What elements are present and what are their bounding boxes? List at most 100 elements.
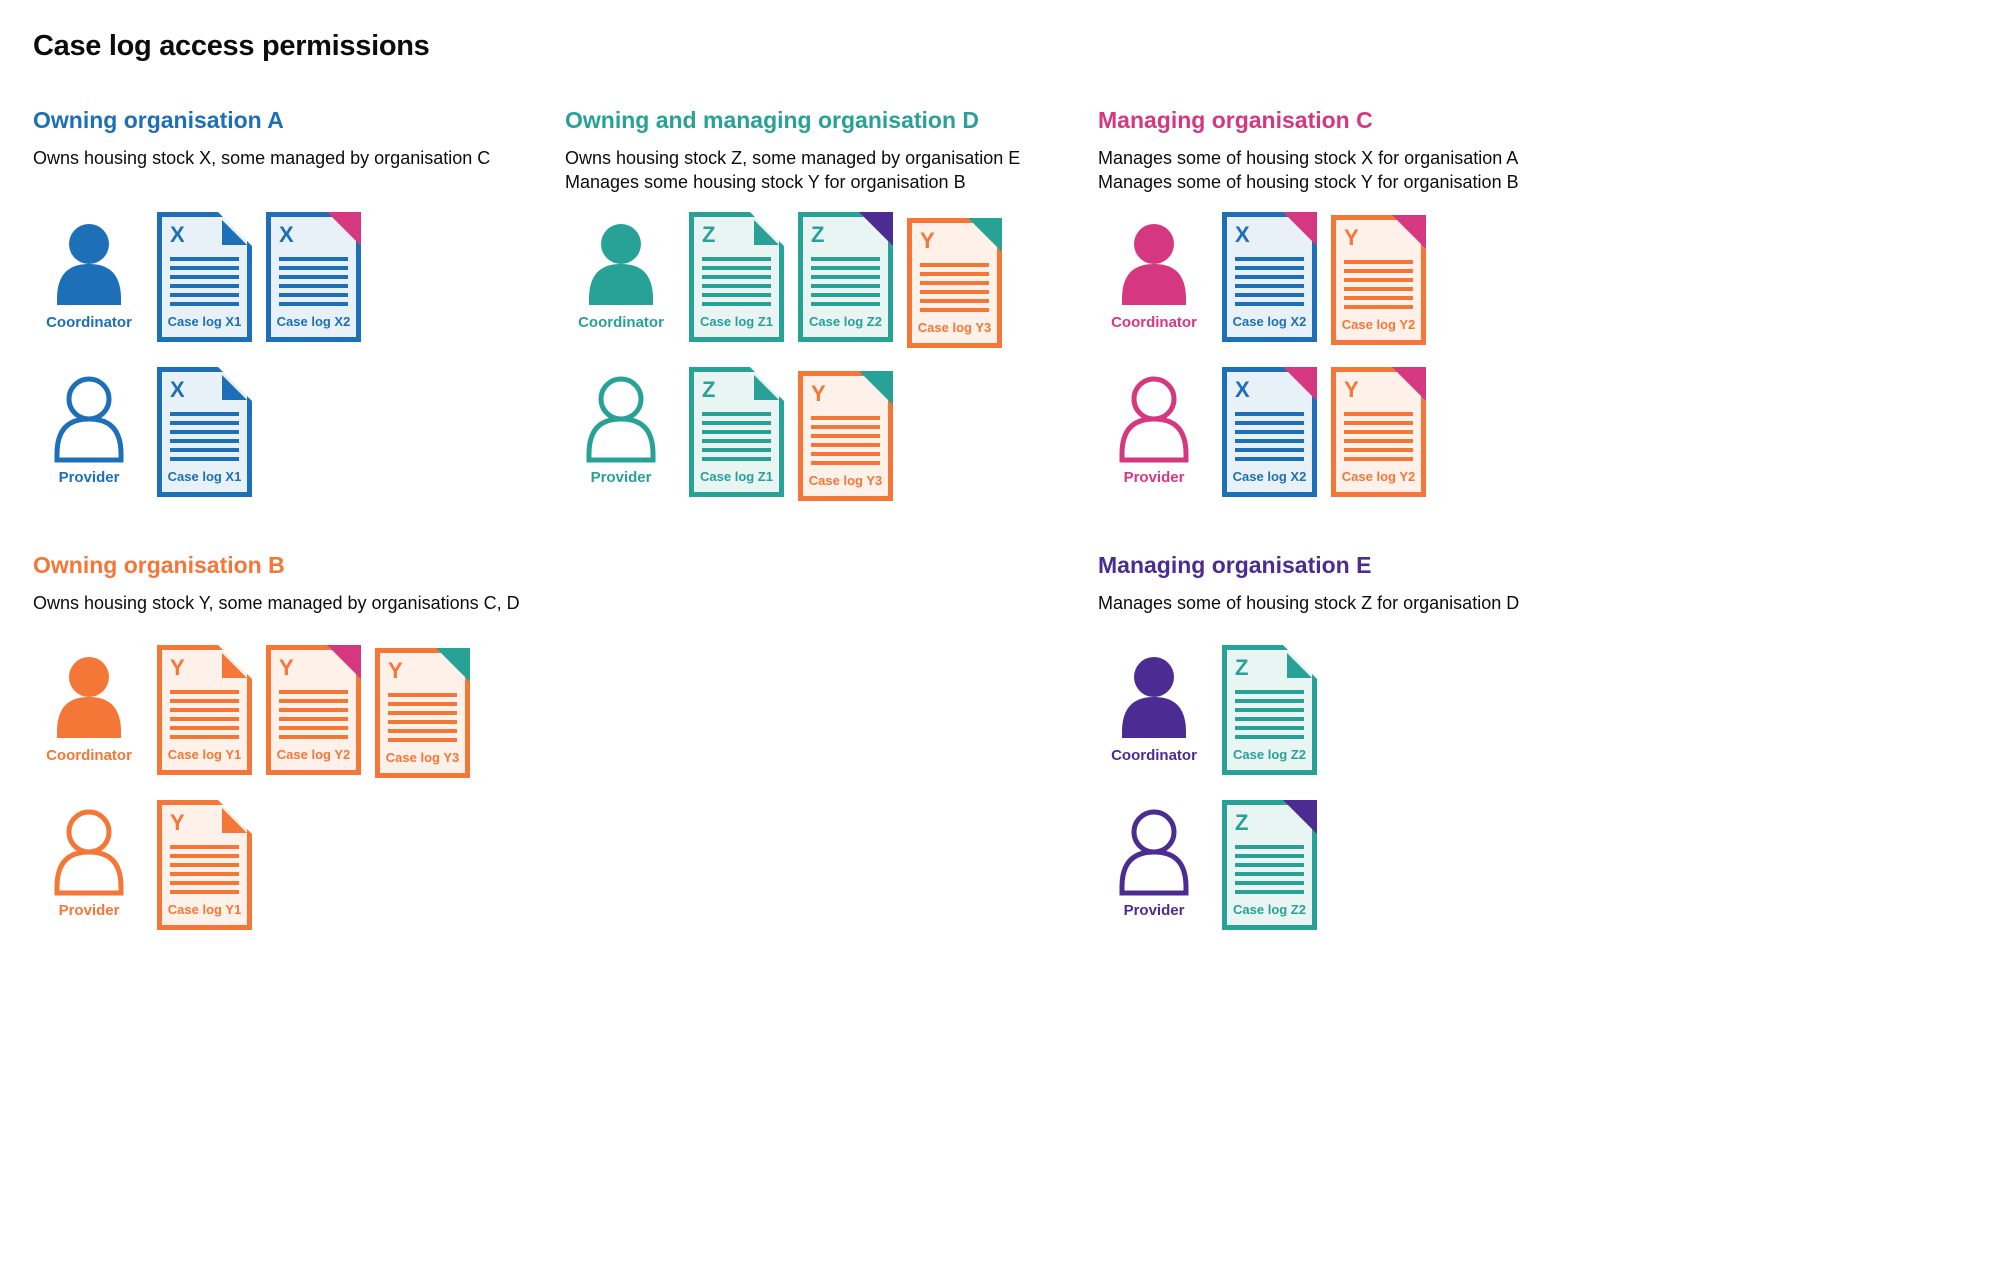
role-label: Coordinator: [46, 314, 132, 331]
doc-label: Case log Y2: [1341, 317, 1416, 332]
provider-figure: Provider: [33, 800, 145, 919]
person-icon: [589, 224, 653, 305]
doc-label: Case log Y1: [167, 902, 242, 917]
case-log-doc: Y Case log Y3: [907, 218, 1002, 348]
doc-text-lines: [279, 690, 348, 739]
org-rows: Coordinator Y Case log Y1 Y Case log Y2 …: [33, 645, 484, 955]
doc-letter: Y: [1344, 225, 1359, 250]
case-log-doc: Y Case log Y1: [157, 645, 252, 775]
case-log-doc: Y Case log Y2: [1331, 367, 1426, 497]
org-heading: Managing organisation E: [1098, 552, 1372, 578]
folded-corner-icon: [436, 648, 470, 682]
doc-letter: X: [1235, 222, 1250, 247]
folded-corner-icon: [1392, 367, 1426, 401]
person-icon: [1122, 657, 1186, 738]
org-section-c: Managing organisation C Manages some of …: [1098, 107, 1628, 497]
case-log-doc: Z Case log Z2: [1222, 645, 1317, 775]
org-heading: Owning organisation A: [33, 107, 284, 133]
folded-corner-flap-icon: [222, 808, 247, 833]
folded-corner-icon: [327, 645, 361, 679]
provider-figure: Provider: [1098, 367, 1210, 486]
doc-label: Case log Z1: [700, 314, 773, 329]
doc-letter: Y: [170, 810, 185, 835]
folded-corner-flap-icon: [754, 375, 779, 400]
case-log-doc: Z Case log Z2: [798, 212, 893, 342]
doc-letter: Y: [388, 658, 403, 683]
org-heading: Managing organisation C: [1098, 107, 1373, 133]
doc-label: Case log X1: [167, 469, 242, 484]
doc-letter: Y: [279, 655, 294, 680]
folded-corner-icon: [859, 212, 893, 246]
role-label: Coordinator: [46, 747, 132, 764]
doc-letter: Y: [170, 655, 185, 680]
case-log-doc: Z Case log Z1: [689, 212, 784, 342]
org-heading: Owning organisation B: [33, 552, 285, 578]
provider-figure: Provider: [33, 367, 145, 486]
org-section-d: Owning and managing organisation D Owns …: [565, 107, 1095, 501]
coordinator-row: Coordinator X Case log X2 Y Case log Y2: [1098, 212, 1440, 345]
case-log-doc: Z Case log Z1: [689, 367, 784, 497]
org-section-e: Managing organisation E Manages some of …: [1098, 552, 1628, 930]
doc-text-lines: [1344, 260, 1413, 309]
doc-label: Case log Y2: [1341, 469, 1416, 484]
doc-label: Case log Z2: [1233, 747, 1306, 762]
org-description: Owns housing stock X, some managed by or…: [33, 148, 491, 168]
role-label: Provider: [1123, 902, 1185, 919]
doc-label: Case log X2: [1232, 314, 1307, 329]
org-description: Owns housing stock Z, some managed by or…: [565, 148, 1021, 193]
case-log-doc: X Case log X2: [266, 212, 361, 342]
folded-corner-icon: [1283, 212, 1317, 246]
folded-corner-icon: [327, 212, 361, 246]
doc-text-lines: [170, 257, 239, 306]
org-description: Owns housing stock Y, some managed by or…: [33, 593, 520, 613]
doc-text-lines: [170, 845, 239, 894]
role-label: Coordinator: [1111, 314, 1197, 331]
person-icon: [57, 657, 121, 738]
doc-label: Case log X2: [1232, 469, 1307, 484]
case-log-doc: Y Case log Y2: [1331, 215, 1426, 345]
provider-row: Provider X Case log X1: [33, 367, 375, 497]
person-icon: [1122, 224, 1186, 305]
role-label: Provider: [1123, 469, 1185, 486]
case-log-doc: X Case log X1: [157, 367, 252, 497]
folded-corner-icon: [859, 371, 893, 405]
provider-figure: Provider: [565, 367, 677, 486]
coordinator-figure: Coordinator: [565, 212, 677, 331]
doc-text-lines: [388, 693, 457, 742]
doc-text-lines: [1344, 412, 1413, 461]
case-log-doc: Y Case log Y3: [375, 648, 470, 778]
org-description: Manages some of housing stock Z for orga…: [1098, 593, 1520, 613]
person-icon: [54, 809, 124, 896]
case-log-doc: Y Case log Y1: [157, 800, 252, 930]
person-icon: [1119, 809, 1189, 896]
coordinator-row: Coordinator X Case log X1 X Case log X2: [33, 212, 375, 342]
doc-letter: Z: [1235, 810, 1249, 835]
coordinator-row: Coordinator Z Case log Z1 Z Case log Z2 …: [565, 212, 1016, 348]
doc-label: Case log Z2: [1233, 902, 1306, 917]
person-icon: [586, 376, 656, 463]
folded-corner-icon: [1283, 800, 1317, 834]
doc-label: Case log Z2: [809, 314, 882, 329]
org-rows: Coordinator X Case log X1 X Case log X2: [33, 212, 375, 522]
org-rows: Coordinator Z Case log Z2 Provider Z: [1098, 645, 1331, 955]
case-log-doc: X Case log X2: [1222, 367, 1317, 497]
provider-row: Provider Z Case log Z2: [1098, 800, 1331, 930]
case-log-doc: Y Case log Y2: [266, 645, 361, 775]
person-icon: [57, 224, 121, 305]
doc-label: Case log Y3: [808, 473, 883, 488]
folded-corner-flap-icon: [754, 220, 779, 245]
doc-text-lines: [279, 257, 348, 306]
coordinator-row: Coordinator Z Case log Z2: [1098, 645, 1331, 775]
doc-text-lines: [920, 263, 989, 312]
coordinator-figure: Coordinator: [1098, 645, 1210, 764]
doc-text-lines: [1235, 257, 1304, 306]
doc-text-lines: [1235, 690, 1304, 739]
folded-corner-flap-icon: [222, 220, 247, 245]
org-heading: Owning and managing organisation D: [565, 107, 980, 133]
coordinator-figure: Coordinator: [1098, 212, 1210, 331]
role-label: Coordinator: [578, 314, 664, 331]
doc-letter: Z: [811, 222, 825, 247]
role-label: Provider: [58, 902, 120, 919]
org-rows: Coordinator X Case log X2 Y Case log Y2: [1098, 212, 1440, 522]
provider-figure: Provider: [1098, 800, 1210, 919]
